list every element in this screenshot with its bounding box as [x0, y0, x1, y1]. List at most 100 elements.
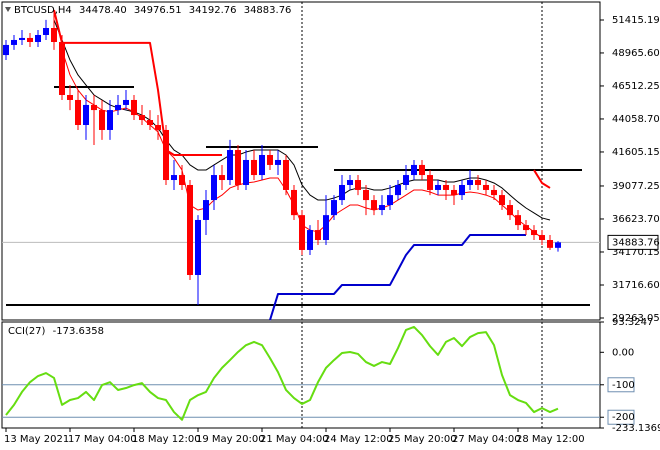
candle-body [467, 180, 473, 185]
symbol: BTCUSD,H4 [14, 5, 72, 16]
candle-body [75, 99, 81, 125]
candle-body [371, 200, 377, 211]
candle-body [19, 37, 25, 40]
level-label-box [607, 377, 635, 393]
indicator-line [53, 9, 551, 189]
y-tick-label: 93.3247 [612, 317, 653, 328]
y-tick-label: 51415.19 [612, 15, 660, 26]
y-tick-label: 39077.25 [612, 181, 660, 192]
candle-body [419, 164, 425, 176]
candle-body [291, 189, 297, 216]
candle-body [315, 230, 321, 241]
candle-body [435, 184, 441, 190]
candle-body [91, 104, 97, 111]
candle-body [299, 215, 305, 250]
candle-body [171, 175, 177, 181]
y-tick-label: 31716.60 [612, 280, 660, 291]
y-tick-label: 29263.05 [612, 313, 660, 324]
candle-body [83, 104, 89, 125]
x-tick-label: 21 May 04:00 [260, 434, 329, 445]
candle-body [27, 37, 33, 42]
candle-body [123, 99, 129, 105]
y-tick-label: 34170.15 [612, 247, 660, 258]
candle-body [427, 175, 433, 190]
candle-body [251, 159, 257, 176]
y-tick-label: 44058.70 [612, 114, 660, 125]
candle-body [443, 184, 449, 190]
candle-body [531, 230, 537, 236]
y-tick-label: -233.1369 [612, 423, 660, 434]
indicator-line [269, 234, 526, 321]
candle-body [355, 180, 361, 190]
cci-title: CCI(27) [8, 326, 46, 337]
header-high: 34976.51 [134, 5, 182, 16]
level-label-box [607, 409, 635, 425]
header-close: 34883.76 [244, 5, 292, 16]
candle-body [115, 104, 121, 111]
candle-body [107, 110, 113, 130]
candle-body [235, 150, 241, 185]
candle-body [3, 44, 9, 56]
candle-body [163, 129, 169, 181]
candle-body [539, 235, 545, 241]
candle-body [275, 159, 281, 165]
y-tick-label: 0.00 [612, 347, 634, 358]
candle-body [507, 205, 513, 216]
candle-body [395, 184, 401, 196]
candle-body [259, 154, 265, 176]
candle-body [323, 215, 329, 241]
candle-body [483, 184, 489, 190]
candle-body [131, 99, 137, 116]
x-tick-label: 25 May 20:00 [388, 434, 457, 445]
candle-body [363, 189, 369, 201]
candle-body [211, 175, 217, 201]
candle-body [99, 110, 105, 130]
cci-panel-frame [1, 321, 601, 429]
candle-body [387, 195, 393, 206]
candle-body [155, 124, 161, 130]
candle-body [547, 240, 553, 248]
candle-body [379, 205, 385, 211]
candle-body [499, 195, 505, 206]
candle-body [475, 180, 481, 185]
candle-body [267, 154, 273, 165]
candle-body [243, 159, 249, 185]
candle-body [411, 164, 417, 176]
candle-body [51, 28, 57, 42]
x-tick-label: 19 May 20:00 [196, 434, 265, 445]
candle-body [67, 94, 73, 100]
candle-body [555, 242, 561, 248]
x-tick-label: 27 May 04:00 [452, 434, 521, 445]
candle-body [11, 39, 17, 45]
candle-body [179, 175, 185, 185]
candle-body [331, 200, 337, 216]
candle-body [203, 200, 209, 220]
last-price-box [607, 234, 659, 250]
header-low: 34192.76 [189, 5, 237, 16]
candle-body [339, 184, 345, 201]
candle-body [283, 159, 289, 190]
candle-body [147, 120, 153, 125]
y-tick-label: 36623.70 [612, 214, 660, 225]
header-open: 34478.40 [79, 5, 127, 16]
x-tick-label: 18 May 12:00 [132, 434, 201, 445]
cci-header: CCI(27) -173.6358 [8, 326, 104, 337]
candle-body [491, 189, 497, 196]
candle-body [195, 219, 201, 275]
indicator-line [5, 325, 559, 421]
x-tick-label: 28 May 12:00 [516, 434, 585, 445]
y-tick-label: -200 [612, 412, 635, 423]
candle-body [347, 180, 353, 185]
y-tick-label: 46512.25 [612, 81, 660, 92]
last-price-label: 34883.76 [612, 237, 660, 248]
candle-body [307, 230, 313, 250]
cci-value: -173.6358 [53, 326, 104, 337]
candle-body [219, 175, 225, 181]
candle-body [187, 184, 193, 275]
x-tick-label: 17 May 04:00 [68, 434, 137, 445]
x-tick-label: 24 May 12:00 [324, 434, 393, 445]
symbol-icon [5, 7, 11, 12]
